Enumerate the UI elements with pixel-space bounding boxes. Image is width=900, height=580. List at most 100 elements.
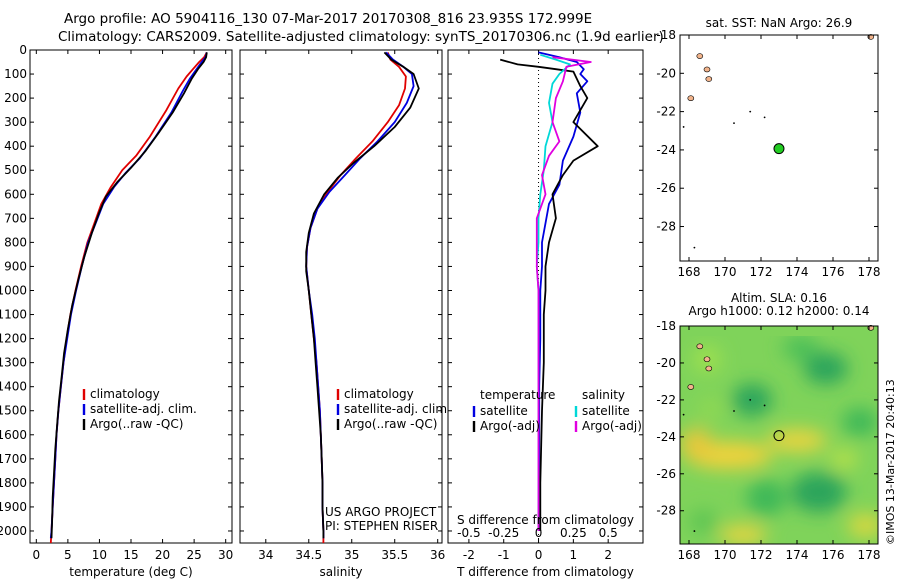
series-line-argo-raw-qc- [305,51,420,539]
sla-blob [829,449,858,470]
sla-blobs [680,336,878,544]
legend-label: Argo(-adj) [480,419,540,433]
series-group [305,51,420,543]
reef-dot [763,116,766,119]
map-title: sat. SST: NaN Argo: 26.9 [706,16,853,30]
series-group [49,51,208,543]
reef-dot [749,110,752,113]
y-tick-label: 1800 [0,476,27,490]
y-tick-label: 500 [4,163,27,177]
y-tick-label: 400 [4,139,27,153]
x-tick-label: 1 [570,548,578,562]
sla-blob [719,524,767,544]
x-tick-label: 0 [32,548,40,562]
argo-float-marker [773,430,785,442]
annotation-line: PI: STEPHEN RISER [325,519,438,533]
series-line-argo-raw-qc- [50,52,208,539]
x-tick-label: 34.5 [295,548,322,562]
island-icon [705,365,713,372]
sla-blob [732,383,772,416]
sla-blob [790,472,847,513]
legend-label: Argo(-adj) [582,419,642,433]
series-line-salinity-argo-adj- [535,56,592,531]
s-tick-label: -0.5 [457,526,480,540]
map-panel-1: 168 170 172 174 176 178 -18 -20 -22 -24 -26 -28 sat.… [656,16,880,279]
axes-frame [239,49,443,544]
y-tick-label: -24 [656,430,676,444]
island-icon [696,343,704,350]
legend-label: Argo(..raw -QC) [90,417,183,431]
figure-title-line2: Climatology: CARS2009. Satellite-adjuste… [58,29,664,45]
y-tick-label: 1300 [0,356,27,370]
y-tick-label: 0 [19,43,27,57]
x-tick-label: 36 [430,548,445,562]
x-tick-label: 178 [858,548,881,562]
argo-float-marker [773,143,785,155]
reef-dot [682,413,685,416]
map-title: Argo h1000: 0.12 h2000: 0.14 [689,304,870,318]
x-tick-label: 168 [678,548,701,562]
s-tick-label: 0.25 [560,526,587,540]
s-tick-label: -0.25 [488,526,519,540]
y-tick-label: 800 [4,235,27,249]
x-tick-label: 172 [750,265,773,279]
y-tick-label: 1700 [0,452,27,466]
x-axis-label: temperature (deg C) [69,565,192,579]
reef-dot [693,530,696,532]
y-tick-label: -28 [656,504,676,518]
y-tick-label: 1000 [0,283,27,297]
legend-title: salinity [582,388,625,402]
x-tick-label: 35 [344,548,359,562]
y-tick-label: -20 [656,66,676,80]
reef-dot [682,126,685,128]
x-tick-label: 2 [604,548,612,562]
x-tick-label: 174 [786,265,809,279]
x-tick-label: 0 [535,548,543,562]
island-icon [703,66,711,73]
map-panel-2: 168 170 172 174 176 178 -18 -20 -22 -24 -26 -28 Alti… [656,291,881,562]
annotation-line: US ARGO PROJECT [325,505,437,519]
legend-label: climatology [90,387,160,401]
map-frame [679,34,879,262]
x-tick-label: 168 [678,265,701,279]
y-tick-label: -18 [656,319,676,333]
series-line-temperature-argo-adj- [499,58,599,531]
island-icon [703,356,711,363]
y-tick-label: -20 [656,356,676,370]
legend-label: satellite [480,404,528,418]
x-tick-label: 34 [258,548,273,562]
axes-frame [29,49,233,544]
sla-blob [847,513,878,538]
x-tick-label: 170 [714,265,737,279]
figure-title-line1: Argo profile: AO 5904116_130 07-Mar-2017… [64,11,593,27]
legend-label: satellite-adj. clim. [344,402,451,416]
reef-dot [733,410,735,412]
y-tick-label: -18 [656,28,676,42]
legend-label: satellite [582,404,630,418]
x-tick-label: -2 [463,548,475,562]
sla-blob [842,408,878,437]
y-tick-label: -22 [656,393,676,407]
x-tick-label: 174 [786,548,809,562]
profile-panel-2: -2 -1 0 1 2 T difference from climatology temp… [447,49,644,579]
x-tick-label: 176 [822,548,845,562]
sla-blob [696,397,725,422]
y-tick-label: 700 [4,211,27,225]
y-tick-label: -26 [656,467,676,481]
x-tick-label: 5 [64,548,72,562]
x-tick-label: -1 [498,548,510,562]
y-tick-label: -28 [656,220,676,234]
s-tick-label: 0 [535,526,543,540]
sla-blob [782,336,819,361]
y-tick-label: 1600 [0,428,27,442]
s-tick-label: 0.5 [599,526,618,540]
y-tick-label: 100 [4,67,27,81]
x-axis-label: salinity [319,565,362,579]
profile-panel-0: 0 5 10 15 20 25 30 temperature (deg C) 0 100 200 30… [0,43,233,579]
sla-blob [767,428,827,453]
x-tick-label: 176 [822,265,845,279]
y-tick-label: 600 [4,187,27,201]
map-frame [679,325,879,545]
y-tick-label: 2000 [0,524,27,538]
